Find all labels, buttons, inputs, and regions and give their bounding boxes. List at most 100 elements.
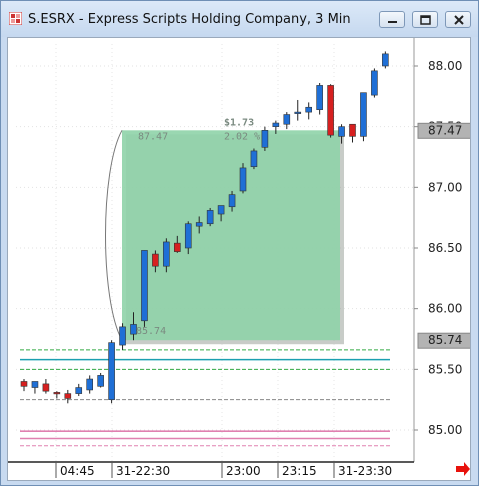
candle[interactable]	[327, 84, 334, 138]
candle-body-up	[184, 223, 192, 249]
candle-body-up	[108, 342, 115, 400]
candle[interactable]	[184, 221, 192, 255]
candle-body-up	[360, 92, 367, 137]
candle[interactable]	[141, 250, 148, 327]
price-marker-box	[417, 332, 470, 349]
measure-low-label: 85.74	[136, 326, 166, 337]
candle[interactable]	[86, 375, 93, 394]
candle-body-up	[141, 250, 148, 322]
candle-body-up	[294, 111, 302, 114]
candle[interactable]	[31, 381, 39, 394]
candle-body-down	[152, 253, 159, 267]
candle[interactable]	[108, 340, 115, 404]
window-title: S.ESRX - Express Scripts Holding Company…	[28, 12, 351, 27]
candle-body-up	[97, 375, 104, 387]
chart-panel[interactable]: 88.0087.5087.0086.5086.0085.5085.0087.47…	[7, 37, 471, 481]
minimize-button[interactable]	[379, 11, 405, 28]
candle[interactable]	[228, 190, 236, 212]
candle[interactable]	[360, 92, 367, 142]
candle[interactable]	[316, 82, 323, 115]
chart-app-icon	[9, 12, 22, 25]
candle[interactable]	[152, 250, 159, 273]
candle[interactable]	[206, 207, 214, 227]
price-tick-label: 88.00	[428, 59, 462, 73]
time-tick-label: 31-23:30	[338, 464, 392, 478]
title-bar[interactable]: S.ESRX - Express Scripts Holding Company…	[1, 1, 478, 37]
candle[interactable]	[305, 102, 313, 120]
candle-body-up	[316, 85, 323, 110]
candle[interactable]	[97, 372, 104, 388]
candle-body-up	[228, 194, 236, 208]
close-icon	[454, 15, 464, 25]
measure-high-label: 87.47	[138, 131, 168, 142]
candle[interactable]	[250, 148, 258, 170]
candle[interactable]	[371, 68, 378, 98]
minimize-icon	[388, 21, 397, 23]
candle-body-down	[174, 242, 181, 252]
price-marker: 85.74	[417, 332, 470, 349]
price-marker-label: 85.74	[428, 333, 462, 347]
price-tick-label: 86.00	[428, 302, 462, 316]
time-tick-label: 23:00	[226, 464, 261, 478]
candle[interactable]	[349, 123, 356, 143]
scroll-right-arrow-icon[interactable]	[456, 462, 470, 476]
candle-body-down	[20, 381, 28, 387]
candle[interactable]	[294, 99, 302, 121]
candle-body-up	[338, 126, 345, 137]
measure-box[interactable]	[122, 130, 340, 341]
candle-body-down	[53, 392, 61, 395]
candle-body-up	[86, 378, 93, 391]
candle-body-up	[305, 106, 313, 113]
close-button[interactable]	[445, 11, 471, 28]
candle[interactable]	[283, 112, 291, 130]
price-tick-label: 87.00	[428, 180, 462, 194]
candle-body-down	[64, 393, 72, 399]
price-marker: 87.47	[417, 122, 470, 139]
candle-body-up	[119, 326, 126, 346]
candle-body-up	[283, 114, 291, 125]
time-tick-label: 31-22:30	[116, 464, 170, 478]
candle-body-down	[42, 383, 50, 392]
candle[interactable]	[261, 126, 269, 151]
measure-percent-label: 2.02 %	[224, 131, 260, 142]
candle[interactable]	[382, 51, 389, 69]
restore-icon	[420, 15, 431, 25]
candle[interactable]	[174, 235, 181, 253]
candle[interactable]	[195, 216, 203, 234]
candle[interactable]	[217, 205, 225, 222]
time-tick-label: 04:45	[60, 464, 95, 478]
candle-body-down	[349, 123, 356, 137]
price-marker-label: 87.47	[428, 123, 462, 137]
candle[interactable]	[272, 120, 280, 134]
measure-change-label: $1.73	[224, 117, 254, 128]
measure-bracket	[105, 130, 123, 341]
candle-body-up	[239, 167, 247, 192]
candle-body-up	[163, 241, 170, 267]
candle-body-up	[206, 210, 214, 225]
candle-body-up	[195, 222, 203, 227]
price-tick-label: 85.00	[428, 423, 462, 437]
candlestick-chart[interactable]: 88.0087.5087.0086.5086.0085.5085.0087.47…	[8, 38, 470, 480]
candle-body-up	[250, 150, 258, 168]
candle-body-up	[130, 324, 137, 335]
restore-button[interactable]	[412, 11, 438, 28]
candle[interactable]	[20, 379, 28, 392]
candle[interactable]	[64, 389, 72, 404]
price-marker-box	[417, 122, 470, 139]
candle-body-up	[75, 387, 83, 394]
candle[interactable]	[163, 238, 170, 273]
candle[interactable]	[239, 163, 247, 194]
candle[interactable]	[53, 391, 61, 399]
time-axis	[8, 462, 414, 480]
candle[interactable]	[42, 379, 50, 394]
candle[interactable]	[75, 383, 83, 397]
price-tick-label: 85.50	[428, 362, 462, 376]
candle-body-up	[371, 70, 378, 96]
candle-body-up	[31, 381, 39, 388]
time-tick-label: 23:15	[282, 464, 317, 478]
candle[interactable]	[338, 124, 345, 144]
candle-body-down	[327, 85, 334, 136]
candle[interactable]	[130, 312, 137, 341]
candle[interactable]	[119, 323, 126, 350]
